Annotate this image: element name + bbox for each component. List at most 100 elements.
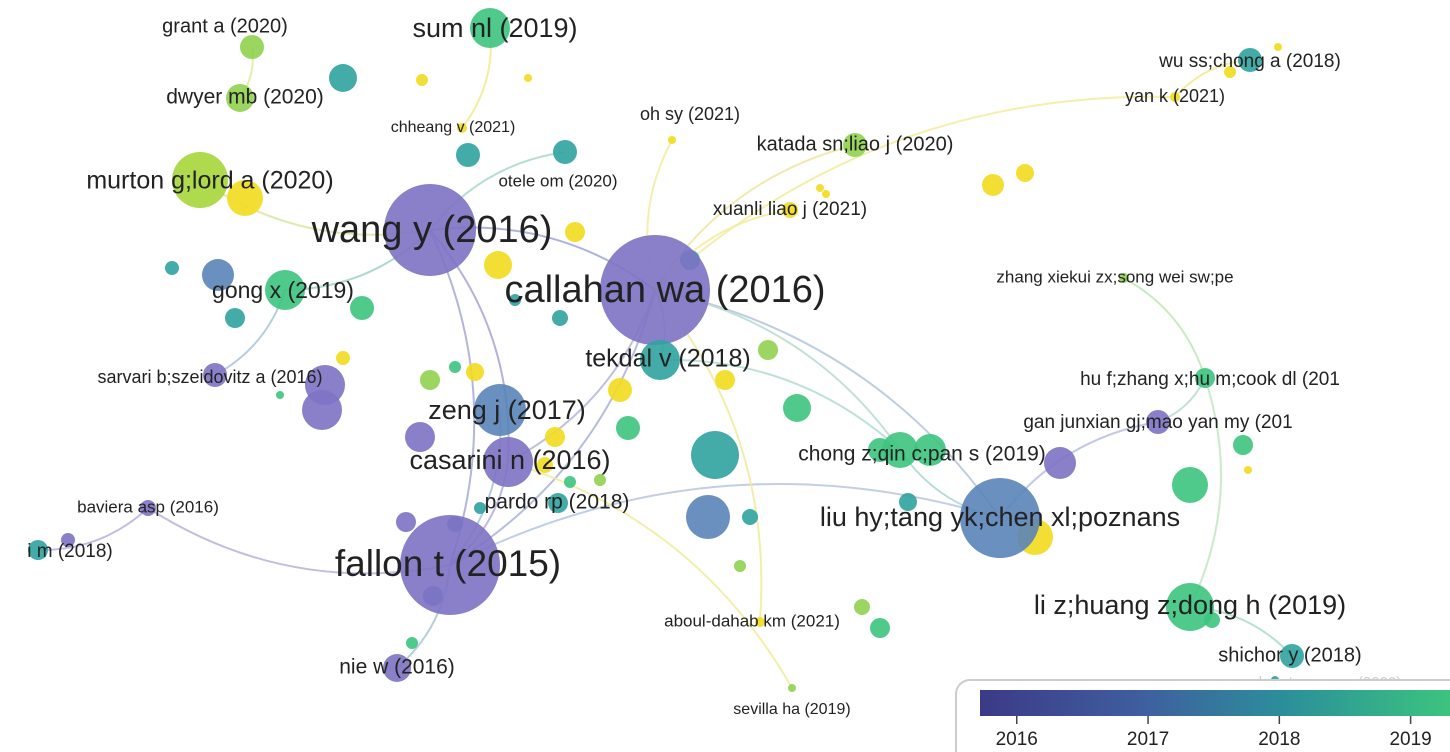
node-label: li z;huang z;dong h (2019) (1034, 590, 1346, 620)
node-label: sarvari b;szeidovitz a (2016) (97, 367, 322, 387)
node (822, 190, 830, 198)
node (982, 174, 1004, 196)
edge (659, 358, 901, 451)
color-tick-label: 2016 (996, 729, 1038, 750)
node (537, 457, 553, 473)
color-tick-label: 2017 (1127, 729, 1169, 750)
node (203, 363, 227, 387)
node-label: otele om (2020) (498, 171, 617, 190)
node-label: hu f;zhang x;hu m;cook dl (201 (1080, 369, 1340, 390)
node (715, 370, 735, 390)
node (594, 474, 606, 486)
node (449, 361, 461, 373)
node (226, 84, 254, 112)
node-label: nie w (2016) (339, 656, 455, 679)
node (202, 259, 234, 291)
node-label: grant a (2020) (162, 15, 288, 37)
edge (507, 461, 793, 689)
node (420, 370, 440, 390)
labels: grant a (2020) sum nl (2019) wu ss;chong a… (27, 13, 1401, 718)
node (466, 363, 484, 381)
node (456, 143, 480, 167)
node-label: chong z;qin c;pan s (2019) (798, 443, 1046, 466)
node-label: yan k (2021) (1125, 86, 1225, 106)
node (783, 394, 811, 422)
node (899, 493, 917, 511)
node (61, 533, 75, 547)
node (640, 340, 680, 380)
node (400, 515, 500, 615)
node (668, 136, 676, 144)
node (396, 512, 416, 532)
node (509, 294, 521, 306)
node (483, 437, 533, 487)
node (782, 202, 798, 218)
node (1238, 48, 1262, 72)
node (1195, 368, 1215, 388)
edge (449, 483, 1001, 566)
node (788, 684, 796, 692)
node (1146, 410, 1170, 434)
node (1280, 644, 1304, 668)
node (882, 432, 918, 468)
edge (37, 507, 149, 552)
node-label: katada sn;liao j (2020) (757, 133, 954, 155)
node-label: gan junxian gj;mao yan my (201 (1023, 412, 1292, 433)
node (843, 133, 867, 157)
color-bar (980, 690, 1450, 716)
node-label: dwyer mb (2020) (166, 86, 324, 109)
edge (1123, 277, 1206, 379)
node-label: casarini n (2016) (409, 445, 610, 475)
node-label: gong x (2019) (212, 277, 354, 303)
node-label: sum nl (2019) (412, 13, 577, 43)
node-label: liu hy;tang yk;chen xl;poznans (820, 502, 1180, 532)
node (870, 618, 890, 638)
node (545, 427, 565, 447)
node (172, 152, 228, 208)
node (484, 251, 512, 279)
node-label: oh sy (2021) (640, 104, 740, 124)
node-label: callahan wa (2016) (504, 269, 825, 311)
node (384, 184, 476, 276)
node (524, 74, 532, 82)
node (686, 495, 730, 539)
node-label: wang y (2016) (311, 209, 553, 251)
node-label: xuanli liao j (2021) (713, 199, 867, 220)
node (742, 509, 758, 525)
node (1170, 92, 1180, 102)
node (383, 654, 411, 682)
node-label: murton g;lord a (2020) (86, 167, 333, 195)
node (457, 123, 467, 133)
node (914, 434, 946, 466)
node-label: fallon t (2015) (335, 543, 561, 584)
node-label: tekdal v (2018) (585, 345, 750, 373)
node (816, 184, 824, 192)
node (960, 478, 1040, 558)
node (552, 310, 568, 326)
node (336, 351, 350, 365)
node (608, 378, 632, 402)
color-tick-label: 2019 (1389, 729, 1431, 750)
node (1044, 447, 1076, 479)
node (265, 270, 305, 310)
node (616, 416, 640, 440)
node (1233, 435, 1253, 455)
node-label: pardo rp (2018) (485, 491, 630, 514)
node (474, 502, 486, 514)
edge (654, 289, 1001, 519)
color-tick-label: 2018 (1258, 729, 1300, 750)
node (600, 235, 710, 345)
node (165, 261, 179, 275)
node-label: aboul-dahab km (2021) (664, 611, 840, 630)
node (1224, 66, 1236, 78)
node (1172, 467, 1208, 503)
node (1016, 164, 1034, 182)
node-label: zeng j (2017) (428, 395, 586, 425)
node (302, 390, 342, 430)
node (565, 222, 585, 242)
node (734, 560, 746, 572)
node (1274, 43, 1282, 51)
node-label: shichor y (2018) (1218, 644, 1361, 666)
node (405, 422, 435, 452)
nodes (28, 8, 1304, 692)
